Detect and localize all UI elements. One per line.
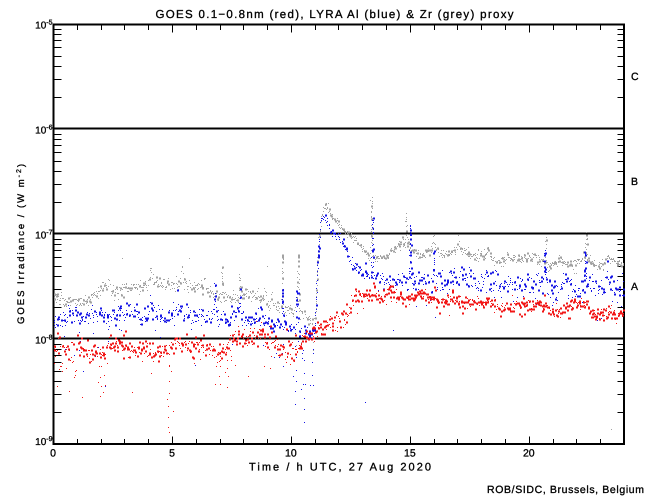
svg-text:ROB/SIDC, Brussels, Belgium: ROB/SIDC, Brussels, Belgium <box>487 484 644 496</box>
svg-text:20: 20 <box>523 448 535 460</box>
svg-text:10-5: 10-5 <box>35 19 52 31</box>
svg-text:GOES Irradiance / (W m-2): GOES Irradiance / (W m-2) <box>16 164 27 324</box>
svg-text:10-6: 10-6 <box>35 124 52 136</box>
svg-text:5: 5 <box>169 448 175 460</box>
svg-text:10: 10 <box>285 448 297 460</box>
svg-text:B: B <box>631 176 638 188</box>
svg-text:0: 0 <box>50 448 56 460</box>
svg-text:10-8: 10-8 <box>35 334 52 346</box>
svg-text:GOES 0.1−0.8nm (red), LYRA Al: GOES 0.1−0.8nm (red), LYRA Al (blue) & Z… <box>156 9 514 21</box>
svg-text:10-7: 10-7 <box>35 229 52 241</box>
svg-text:A: A <box>631 281 638 293</box>
svg-text:15: 15 <box>404 448 416 460</box>
svg-text:10-9: 10-9 <box>35 436 52 448</box>
svg-text:Time / h UTC, 27 Aug 2020: Time / h UTC, 27 Aug 2020 <box>249 462 431 474</box>
svg-text:C: C <box>631 71 639 83</box>
